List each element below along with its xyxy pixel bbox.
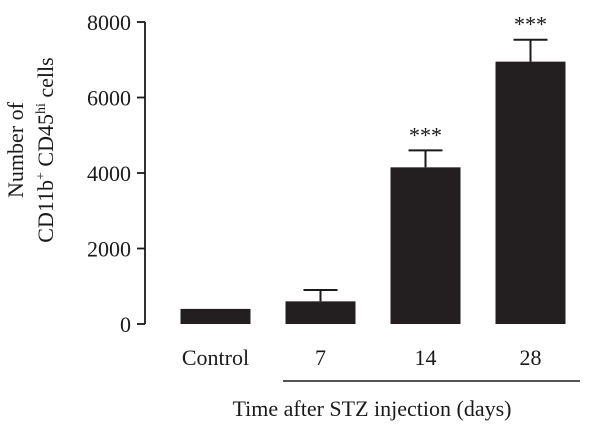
- y-label-cd11b: CD11b: [33, 180, 58, 243]
- y-tick-label: 0: [120, 312, 131, 337]
- x-tick-label: 14: [415, 345, 437, 370]
- y-axis-label: Number of CD11b+ CD45hi cells: [3, 57, 58, 242]
- bar-Control: [180, 308, 251, 324]
- x-tick-label: Control: [182, 345, 249, 370]
- y-tick-label: 8000: [87, 10, 131, 35]
- y-label-cd45: CD45: [33, 114, 58, 172]
- y-label-hi-sup: hi: [34, 103, 49, 114]
- x-axis-label: Time after STZ injection (days): [232, 396, 511, 421]
- significance-label: ***: [514, 12, 547, 37]
- bar-28: [495, 61, 566, 324]
- x-tick-labels: Control 7 14 28: [182, 345, 542, 370]
- bars: *** ***: [180, 12, 566, 324]
- y-tick-label: 2000: [87, 237, 131, 262]
- x-tick-label: 7: [315, 345, 326, 370]
- y-label-plus-sup: +: [34, 172, 49, 180]
- y-tick-label: 4000: [87, 161, 131, 186]
- y-tick-label: 6000: [87, 86, 131, 111]
- y-axis-label-line2: CD11b+ CD45hi cells: [33, 57, 58, 242]
- y-ticks: 0 2000 4000 6000 8000: [87, 10, 145, 337]
- bar-7: [285, 301, 356, 324]
- y-axis-label-line1: Number of: [3, 101, 28, 198]
- y-label-cells: cells: [33, 57, 58, 103]
- significance-label: ***: [409, 122, 442, 147]
- bar-14: [390, 167, 461, 324]
- x-tick-label: 28: [520, 345, 542, 370]
